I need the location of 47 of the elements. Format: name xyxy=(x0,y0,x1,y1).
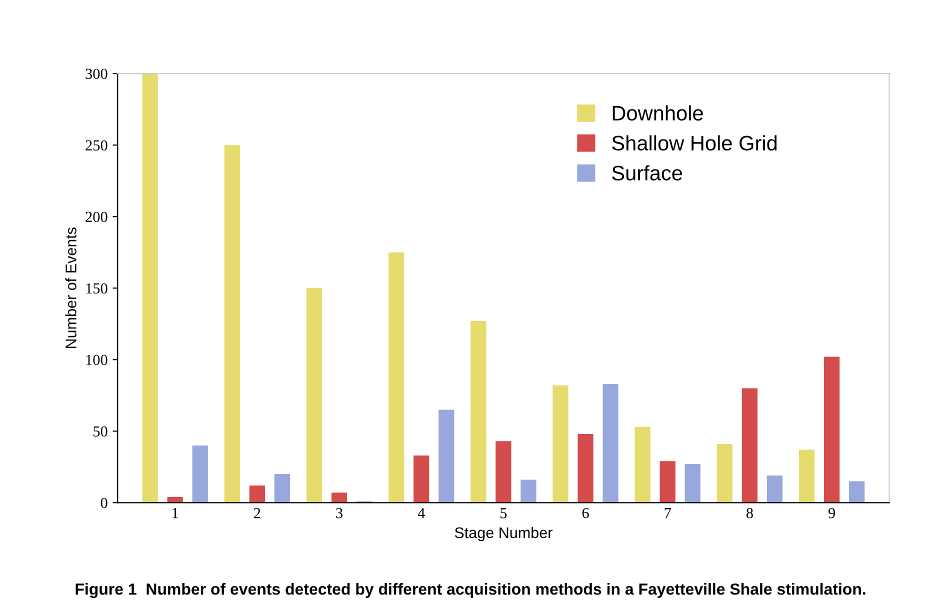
bar xyxy=(634,426,650,503)
bar xyxy=(414,455,430,503)
bar xyxy=(660,461,676,503)
x-tick-label: 1 xyxy=(172,508,178,518)
bar xyxy=(438,410,454,503)
legend-label: Surface xyxy=(612,165,682,180)
x-tick-label: 6 xyxy=(582,508,589,518)
bar xyxy=(766,475,783,503)
y-tick-label: 50 xyxy=(94,426,108,437)
legend-label: Shallow Hole Grid xyxy=(612,135,777,151)
bar xyxy=(684,464,700,503)
x-tick-label: 5 xyxy=(500,508,507,518)
x-tick-label: 2 xyxy=(254,508,260,518)
x-axis-title: Stage Number xyxy=(454,526,552,542)
bar xyxy=(306,288,322,503)
bar xyxy=(520,480,536,503)
bar xyxy=(578,434,594,503)
x-tick-label: 3 xyxy=(336,508,342,518)
bar xyxy=(602,384,618,503)
y-tick-label: 0 xyxy=(100,498,108,508)
legend-label: Downhole xyxy=(612,105,703,121)
bar xyxy=(192,445,208,503)
y-tick-label: 250 xyxy=(86,140,108,151)
bar xyxy=(798,450,815,503)
bar xyxy=(224,145,240,503)
y-tick-label: 100 xyxy=(86,354,108,366)
bar xyxy=(249,485,265,503)
bar xyxy=(388,252,404,503)
bar xyxy=(331,492,348,503)
y-axis-title: Number of Events xyxy=(65,228,76,348)
caption: Figure 1 Number of events detected by different acquisition methods in a Fayetteville Shale stimulation. xyxy=(76,583,866,598)
x-tick-label: 7 xyxy=(664,508,671,518)
bar xyxy=(274,474,290,503)
x-tick-label: 8 xyxy=(746,508,753,518)
x-tick-label: 9 xyxy=(828,508,835,518)
x-tick-label: 4 xyxy=(418,508,425,518)
bar xyxy=(470,321,486,503)
bar xyxy=(716,444,732,503)
bar xyxy=(496,441,512,503)
y-tick-label: 200 xyxy=(86,212,108,222)
bar xyxy=(848,481,865,503)
y-tick-label: 300 xyxy=(86,68,108,80)
bar xyxy=(552,385,568,503)
bar xyxy=(142,74,158,503)
bar xyxy=(824,356,840,503)
bar xyxy=(742,388,758,503)
y-tick-label: 150 xyxy=(86,283,108,294)
